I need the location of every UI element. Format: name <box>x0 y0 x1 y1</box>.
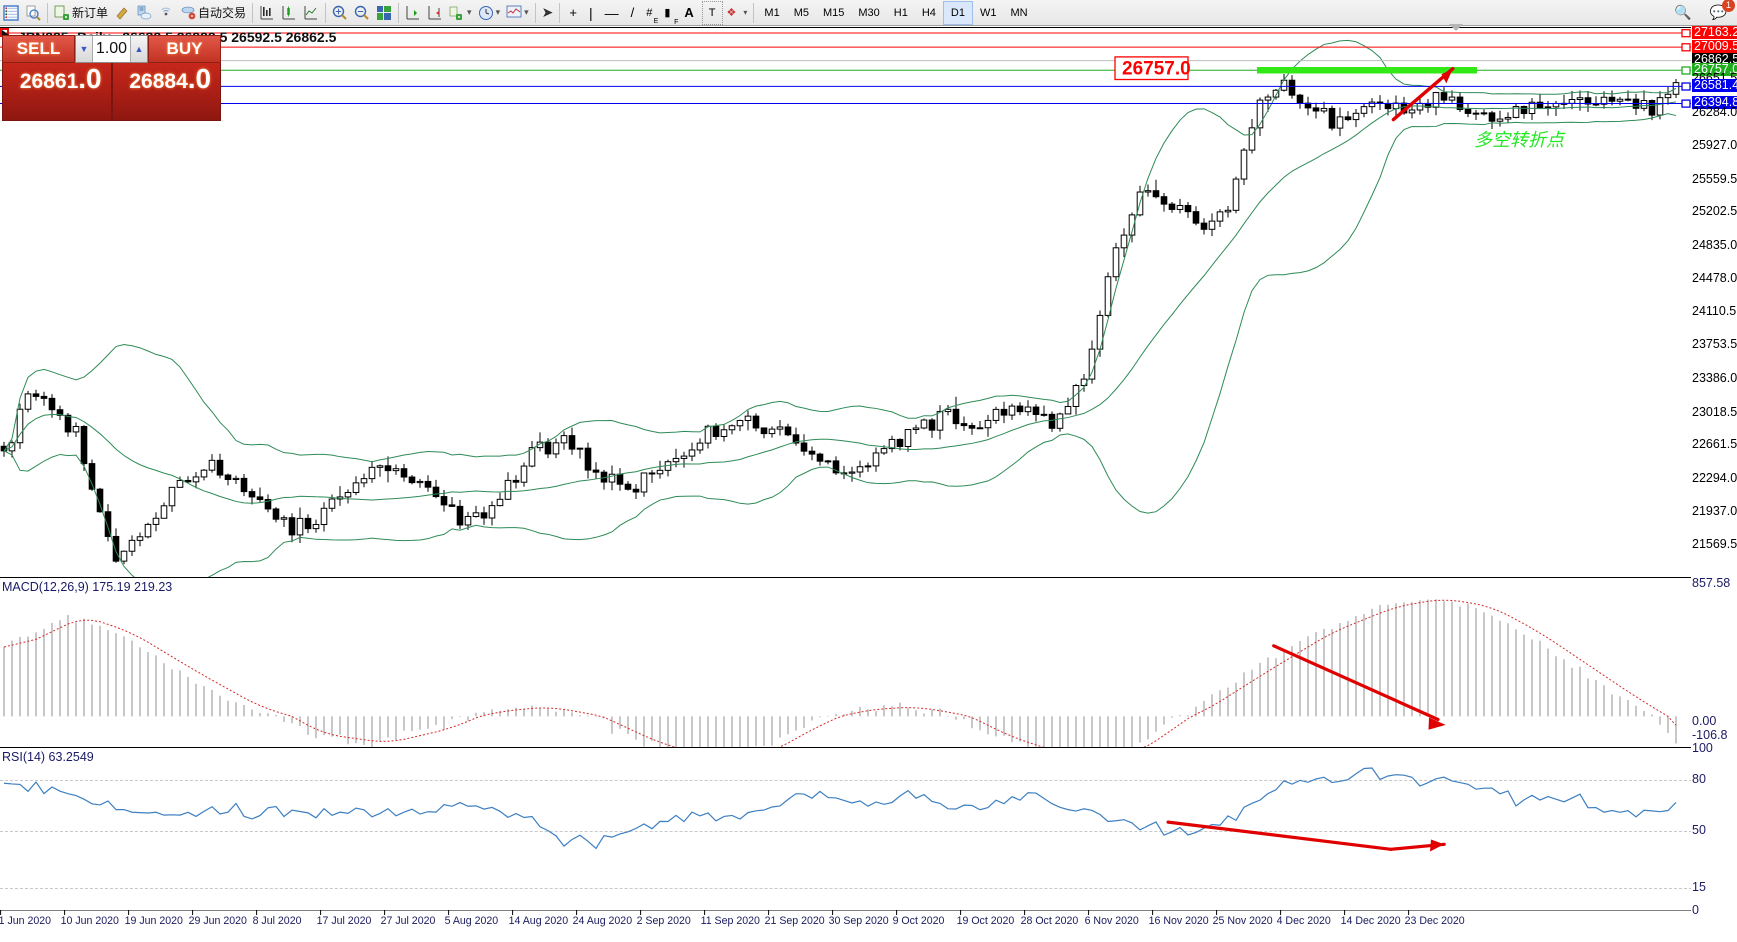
svg-text:多空转折点: 多空转折点 <box>1474 130 1566 150</box>
svg-text:26757.0: 26757.0 <box>1122 58 1191 79</box>
